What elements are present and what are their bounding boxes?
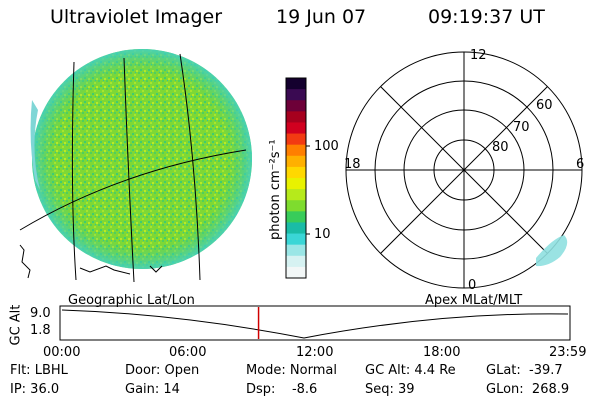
timeline-x-tick-0600: 06:00 (169, 345, 207, 360)
colorbar-unit-label: photon cm⁻²s⁻¹ (268, 139, 283, 240)
gc-alt-curve (61, 309, 569, 339)
status-dsp: Dsp: -8.6 (246, 382, 318, 397)
mlt-label-6: 6 (576, 157, 585, 172)
mlt-label-18: 18 (344, 157, 361, 172)
color-bar-band (286, 255, 306, 268)
coastline (19, 244, 163, 279)
colorbar-tick-10: 10 (314, 227, 331, 242)
color-bar-band (286, 211, 306, 223)
color-bar-band (286, 133, 306, 146)
color-bar-band (286, 111, 306, 123)
timeline-y-axis-label: GC Alt (8, 304, 24, 346)
mlt-line-diag-2 (380, 86, 548, 254)
time-label: 09:19:37 UT (428, 6, 545, 28)
timeline-y-tick-min: 1.8 (30, 323, 51, 338)
color-bar-band (286, 189, 306, 201)
color-bar-band (286, 144, 306, 157)
color-bar-band (286, 244, 306, 257)
colorbar-tick-100: 100 (314, 139, 339, 154)
status-gain: Gain: 14 (125, 382, 180, 397)
color-bar-band (286, 200, 306, 212)
color-bar-band (286, 266, 306, 279)
color-bar-band (286, 155, 306, 168)
status-glon: GLon: 268.9 (486, 382, 570, 397)
timeline-x-tick-1200: 12:00 (296, 345, 334, 360)
timeline-x-tick-0000: 00:00 (43, 345, 81, 360)
status-filter: Flt: LBHL (10, 363, 68, 378)
color-bar-gradient (286, 78, 306, 279)
color-bar-band (286, 233, 306, 246)
lat-lon-grid (19, 53, 247, 283)
limb-glow (30, 100, 40, 190)
uv-earth-disk (32, 49, 252, 269)
auroral-patch (536, 235, 568, 267)
mlt-label-12: 12 (470, 48, 487, 63)
status-door: Door: Open (125, 363, 200, 378)
color-bar-band (286, 100, 306, 112)
polar-mlat-mlt-plot (345, 51, 583, 289)
color-bar-band (286, 166, 306, 179)
timeline-left-title: Geographic Lat/Lon (68, 293, 195, 308)
status-mode: Mode: Normal (246, 363, 337, 378)
timeline-right-title: Apex MLat/MLT (425, 293, 523, 308)
date-label: 19 Jun 07 (276, 6, 367, 28)
geographic-image-panel (19, 49, 252, 283)
status-ip: IP: 36.0 (10, 382, 60, 397)
status-gc-alt: GC Alt: 4.4 Re (365, 363, 456, 378)
color-bar-band (286, 78, 306, 90)
color-bar-band (286, 122, 306, 135)
status-glat: GLat: -39.7 (486, 363, 563, 378)
lat-label-70: 70 (513, 120, 530, 135)
lat-label-80: 80 (492, 140, 509, 155)
timeline-x-tick-2359: 23:59 (549, 345, 587, 360)
timeline-frame (59, 305, 571, 341)
status-seq: Seq: 39 (365, 382, 415, 397)
timeline-plot (59, 305, 571, 341)
lat-label-60: 60 (536, 98, 553, 113)
app-title: Ultraviolet Imager (50, 6, 223, 28)
color-bar-band (286, 222, 306, 235)
mlt-label-0: 0 (468, 278, 477, 293)
timeline-x-tick-1800: 18:00 (423, 345, 461, 360)
color-scale-bar (285, 77, 310, 279)
timeline-y-tick-max: 9.0 (30, 306, 51, 321)
color-bar-band (286, 178, 306, 190)
color-bar-band (286, 89, 306, 101)
